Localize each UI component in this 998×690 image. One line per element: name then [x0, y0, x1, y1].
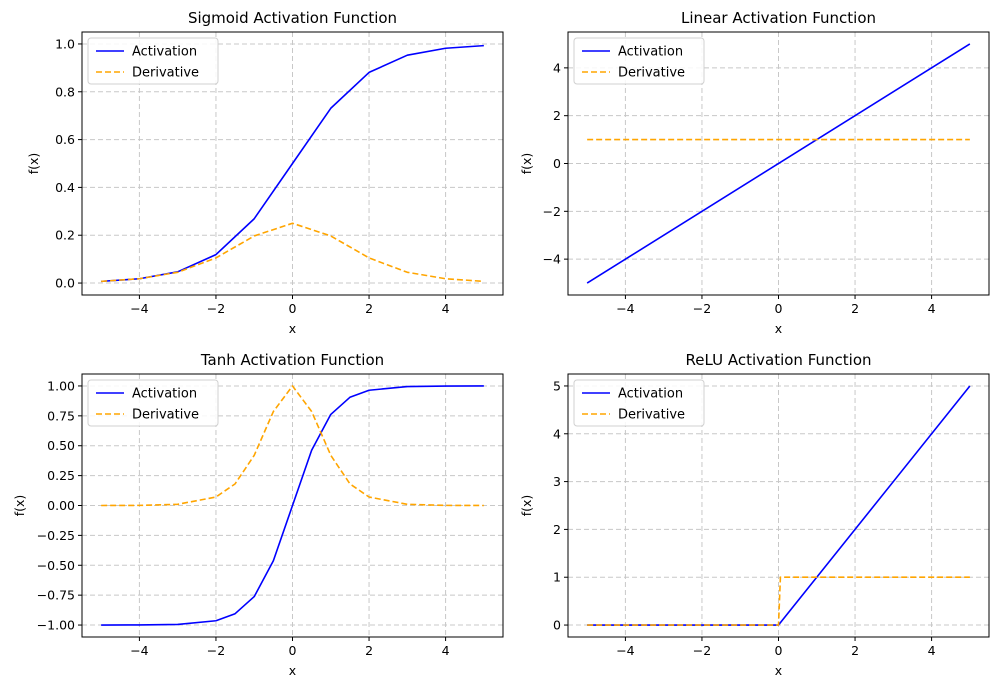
series-line-derivative	[587, 576, 970, 626]
x-tick-label: 4	[928, 643, 936, 658]
x-tick-label: 0	[775, 643, 783, 658]
y-tick-label: −0.75	[37, 588, 75, 603]
chart-title: ReLU Activation Function	[686, 351, 872, 369]
legend-label-activation: Activation	[618, 45, 683, 60]
subplot-3: −4 −2 0 2 4 −1.00 −0.75 −0.50 −0.25 0.00 0.25 0.50 0…	[12, 351, 504, 678]
y-tick-label: −2	[543, 204, 561, 219]
x-axis-label: x	[289, 663, 296, 678]
y-tick-label: 0.4	[55, 180, 75, 195]
y-tick-label: 1.00	[47, 378, 75, 393]
y-tick-label: 0.50	[47, 438, 75, 453]
x-tick-label: −2	[693, 301, 711, 316]
chart-title: Tanh Activation Function	[200, 351, 384, 369]
x-tick-label: −4	[130, 643, 148, 658]
x-axis-label: x	[775, 321, 782, 336]
x-tick-label: 2	[851, 643, 859, 658]
x-tick-label: 2	[365, 643, 373, 658]
legend-box	[573, 37, 705, 85]
legend-label-derivative: Derivative	[618, 408, 685, 423]
y-tick-label: 0	[553, 156, 561, 171]
y-tick-label: 0	[553, 618, 561, 633]
x-tick-label: −4	[616, 643, 634, 658]
legend-label-activation: Activation	[132, 45, 197, 60]
legend-label-activation: Activation	[132, 387, 197, 402]
legend: Activation Derivative	[573, 379, 705, 427]
y-tick-label: −1.00	[37, 618, 75, 633]
x-tick-label: −2	[207, 301, 225, 316]
legend: Activation Derivative	[573, 37, 705, 85]
legend: Activation Derivative	[87, 379, 219, 427]
legend-box	[87, 37, 219, 85]
y-axis-label: f(x)	[26, 153, 41, 175]
y-tick-label: 0.25	[47, 468, 75, 483]
x-tick-label: 0	[289, 301, 297, 316]
x-tick-label: 2	[365, 301, 373, 316]
y-tick-label: 5	[553, 378, 561, 393]
legend: Activation Derivative	[87, 37, 219, 85]
subplot-1: −4 −2 0 2 4 0.0 0.2 0.4 0.6 0.8 1.0 Sigmoid Activat…	[26, 9, 504, 336]
series-line-derivative	[101, 385, 484, 507]
x-tick-label: −4	[130, 301, 148, 316]
x-tick-label: 4	[442, 301, 450, 316]
y-tick-label: 4	[553, 60, 561, 75]
y-tick-label: 4	[553, 426, 561, 441]
y-axis-label: f(x)	[519, 153, 534, 175]
y-tick-label: 1	[553, 570, 561, 585]
y-tick-label: 0.00	[47, 498, 75, 513]
chart-title: Linear Activation Function	[681, 9, 876, 27]
x-tick-label: 4	[928, 301, 936, 316]
y-tick-label: 0.0	[55, 276, 75, 291]
x-tick-label: −2	[693, 643, 711, 658]
y-tick-label: 0.2	[55, 228, 75, 243]
legend-label-derivative: Derivative	[618, 66, 685, 81]
y-tick-label: 0.6	[55, 132, 75, 147]
y-tick-label: −4	[543, 252, 561, 267]
y-tick-label: 0.75	[47, 408, 75, 423]
y-axis-label: f(x)	[12, 495, 27, 517]
chart-title: Sigmoid Activation Function	[188, 9, 397, 27]
legend-box	[573, 379, 705, 427]
y-tick-label: 2	[553, 108, 561, 123]
y-tick-label: 3	[553, 474, 561, 489]
x-tick-label: −2	[207, 643, 225, 658]
y-tick-label: 0.8	[55, 84, 75, 99]
y-tick-label: 2	[553, 522, 561, 537]
legend-label-activation: Activation	[618, 387, 683, 402]
series-line-derivative	[101, 222, 484, 283]
y-tick-label: 1.0	[55, 36, 75, 51]
y-axis-label: f(x)	[519, 495, 534, 517]
series-line-activation	[586, 43, 971, 284]
x-tick-label: 0	[289, 643, 297, 658]
x-tick-label: 2	[851, 301, 859, 316]
x-tick-label: 4	[442, 643, 450, 658]
legend-label-derivative: Derivative	[132, 408, 199, 423]
legend-box	[87, 379, 219, 427]
subplot-2: −4 −2 0 2 4 −4 −2 0 2 4 Linear Activation Function…	[519, 9, 990, 336]
x-axis-label: x	[775, 663, 782, 678]
x-tick-label: 0	[775, 301, 783, 316]
series-line-activation	[101, 385, 484, 626]
x-tick-label: −4	[616, 301, 634, 316]
subplot-4: −4 −2 0 2 4 0 1 2 3 4 5 ReLU Activation Function x f(…	[519, 351, 990, 678]
legend-label-derivative: Derivative	[132, 66, 199, 81]
y-tick-label: −0.50	[37, 558, 75, 573]
y-tick-label: −0.25	[37, 528, 75, 543]
x-axis-label: x	[289, 321, 296, 336]
